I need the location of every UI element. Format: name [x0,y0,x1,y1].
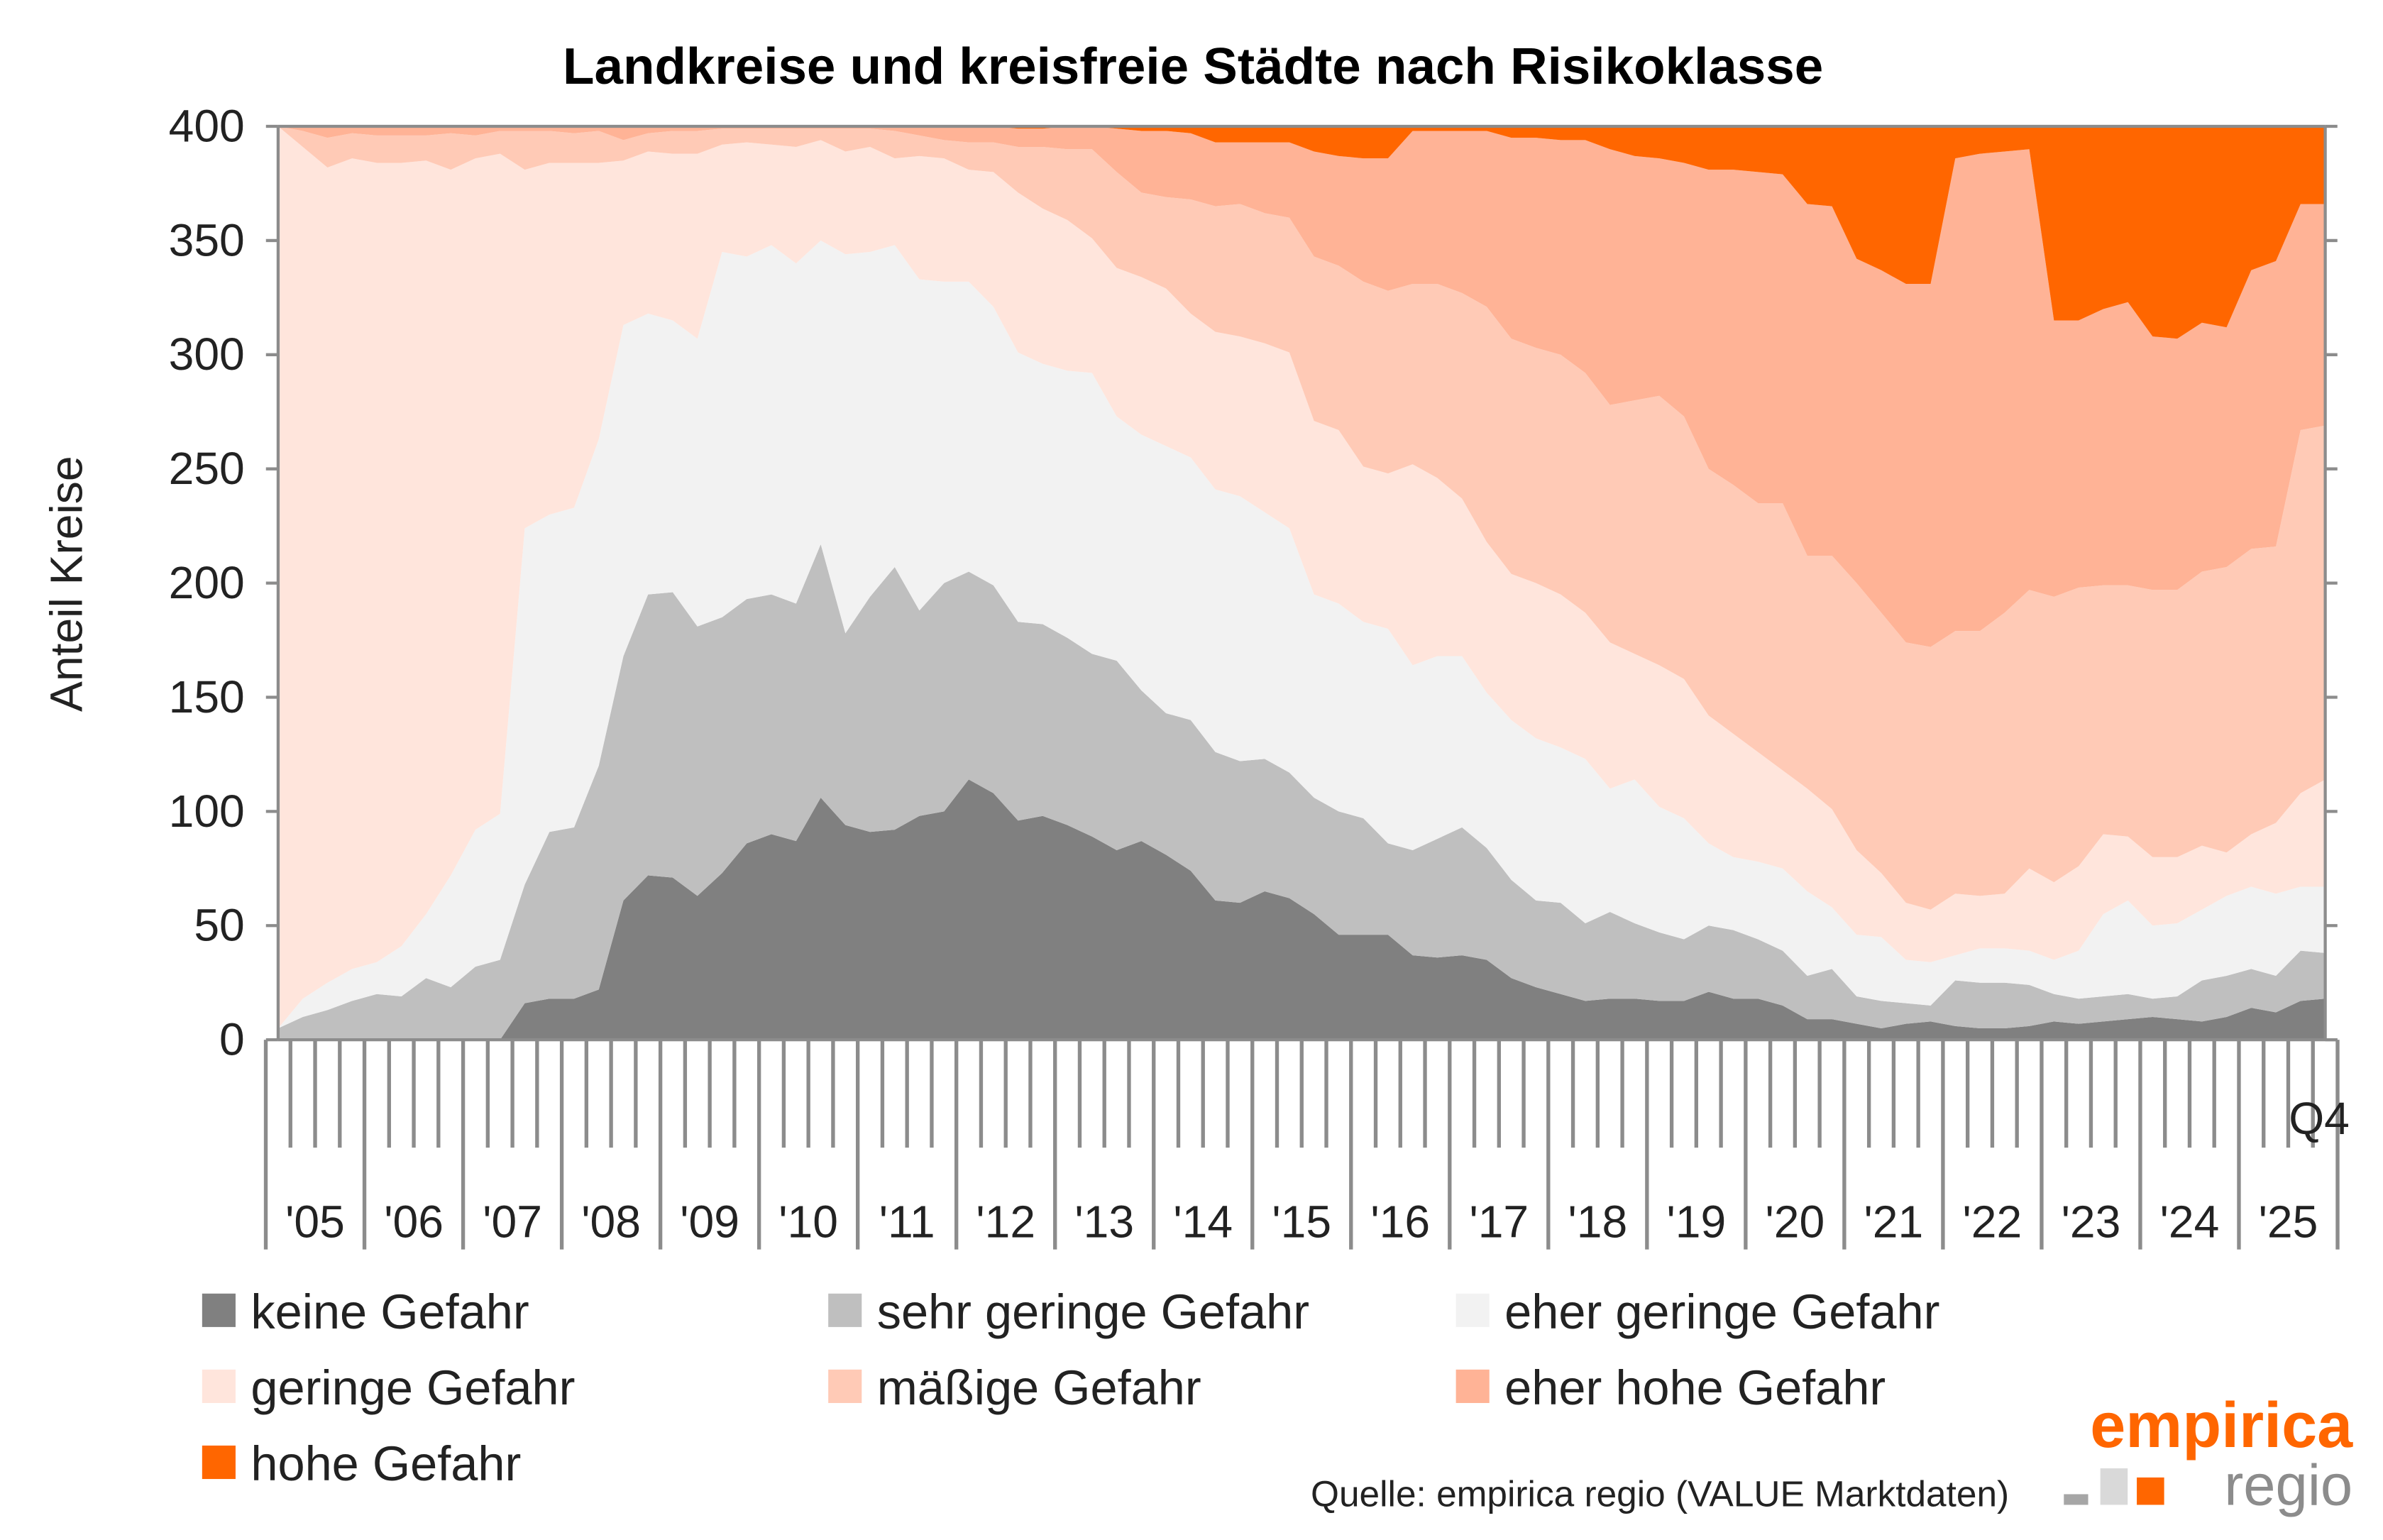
x-year-label: '16 [1370,1197,1430,1248]
legend-label: keine Gefahr [251,1285,529,1339]
legend-swatch [202,1293,236,1327]
x-year-label: '09 [680,1197,739,1248]
area-eher-geringe-gefahr [277,240,2326,1029]
area-geringe-gefahr [277,126,2326,1029]
x-year-label: '21 [1864,1197,1924,1248]
logo-word-empirica: empirica [2090,1390,2353,1461]
legend-item: eher geringe Gefahr [1455,1285,1939,1339]
y-tick-label: 400 [169,100,245,151]
legend-item: eher hohe Gefahr [1455,1360,1886,1415]
x-year-label: '19 [1666,1197,1726,1248]
legend-swatch [202,1445,236,1480]
x-year-label: '13 [1074,1197,1134,1248]
x-year-label: '14 [1173,1197,1233,1248]
x-year-label: '15 [1272,1197,1331,1248]
legend-item: sehr geringe Gefahr [828,1285,1309,1339]
x-year-label: '25 [2259,1197,2318,1248]
legend-label: sehr geringe Gefahr [877,1285,1309,1339]
legend-swatch [828,1369,862,1403]
chart-title: Landkreise und kreisfreie Städte nach Ri… [563,38,1823,95]
legend-swatch [202,1369,236,1403]
y-tick-label: 100 [169,786,245,837]
empirica-logo: empirica regio [2064,1390,2353,1517]
area-keine-gefahr [277,779,2326,1040]
logo-word-regio: regio [2224,1453,2352,1517]
area-hohe-gefahr [277,126,2326,339]
legend-label: hohe Gefahr [251,1436,521,1491]
x-year-label: '20 [1766,1197,1825,1248]
y-tick-label: 50 [194,900,244,951]
x-year-label: '17 [1469,1197,1529,1248]
legend-item: hohe Gefahr [202,1436,521,1491]
x-year-label: '10 [778,1197,838,1248]
x-year-label: '06 [384,1197,444,1248]
legend-swatch [828,1293,862,1327]
legend-label: geringe Gefahr [251,1360,575,1415]
logo-square-orange [2137,1477,2164,1505]
area-eher-hohe-gefahr [277,126,2326,647]
x-year-label: '22 [1963,1197,2022,1248]
y-tick-label: 0 [219,1014,245,1065]
logo-square-small [2064,1494,2088,1505]
legend-item: keine Gefahr [202,1285,529,1339]
x-year-label: '08 [581,1197,641,1248]
x-year-label: '05 [285,1197,345,1248]
source-note: Quelle: empirica regio (VALUE Marktdaten… [1311,1473,2009,1514]
y-axis-label: Anteil Kreise [41,456,92,712]
legend-label: eher geringe Gefahr [1504,1285,1939,1339]
areas-layer [277,126,2326,1040]
y-tick-label: 350 [169,214,245,265]
logo-square-medium [2100,1468,2128,1505]
legend-swatch [1455,1369,1490,1403]
x-end-label: Q4 [2289,1093,2350,1144]
x-year-label: '18 [1568,1197,1627,1248]
x-year-label: '12 [976,1197,1035,1248]
legend-item: mäßige Gefahr [828,1360,1201,1415]
legend-swatch [1455,1293,1490,1327]
y-tick-label: 250 [169,443,245,494]
area-mäßige-gefahr [277,126,2326,910]
y-tick-label: 200 [169,557,245,608]
legend-label: eher hohe Gefahr [1504,1360,1886,1415]
legend-item: geringe Gefahr [202,1360,575,1415]
legend: keine Gefahr sehr geringe Gefahr eher geri… [202,1285,1939,1491]
x-year-label: '07 [483,1197,542,1248]
y-tick-label: 150 [169,671,245,722]
area-sehr-geringe-gefahr [277,544,2326,1040]
axes-layer: 0 50 100 150 200 250 300 350 400 '05 '06 '07 '08 '09 '… [169,100,2350,1250]
legend-label: mäßige Gefahr [877,1360,1201,1415]
x-year-label: '23 [2062,1197,2121,1248]
x-year-label: '11 [879,1197,935,1248]
x-year-label: '24 [2160,1197,2220,1248]
y-tick-label: 300 [169,329,245,380]
